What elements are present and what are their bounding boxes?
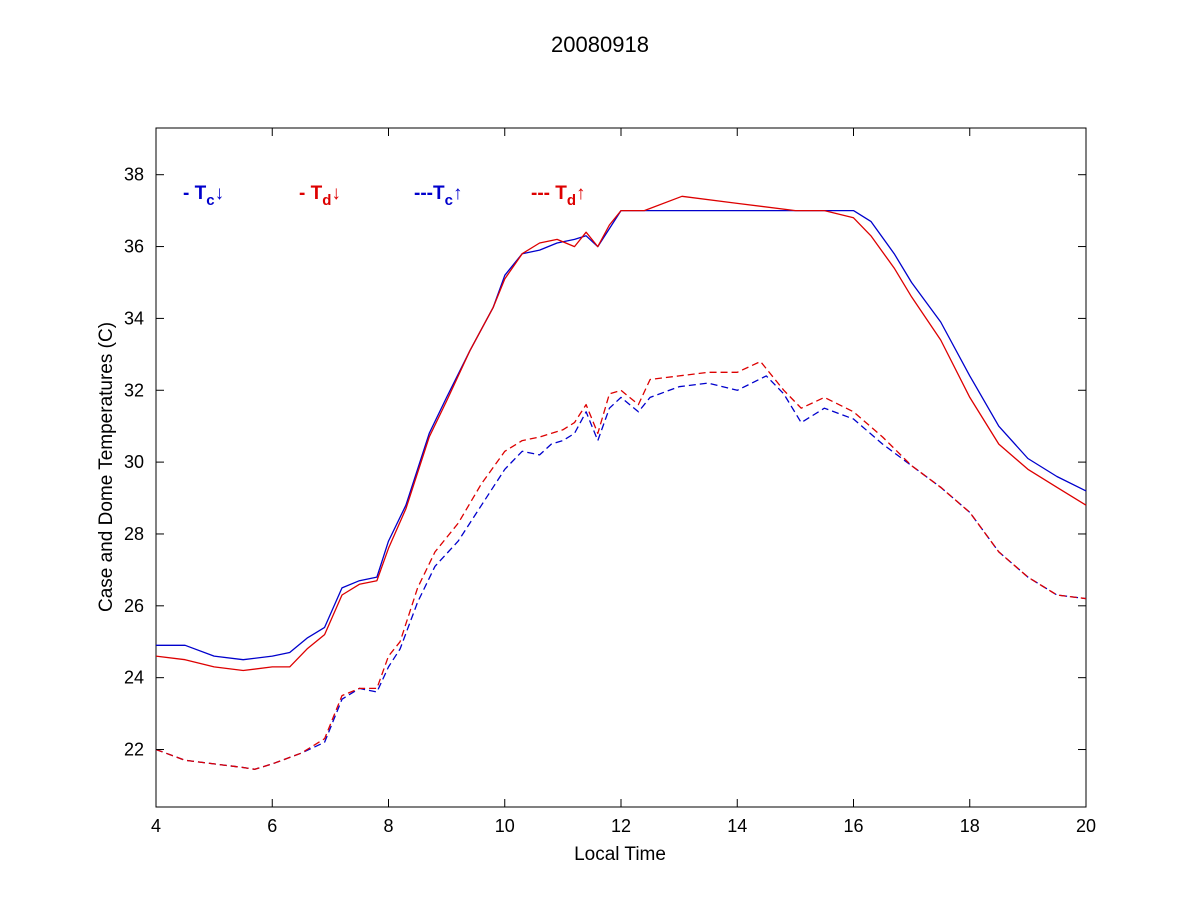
- series-line-tc_down: [156, 209, 1087, 661]
- y-tick-label: 22: [124, 740, 144, 760]
- y-tick-label: 30: [124, 452, 144, 472]
- y-tick-label: 32: [124, 380, 144, 400]
- plot-lines: [155, 195, 1087, 770]
- series-line-td_up: [155, 360, 1087, 770]
- y-tick-label: 24: [124, 668, 144, 688]
- series-line-tc_up: [155, 375, 1087, 770]
- y-tick-label: 34: [124, 308, 144, 328]
- y-axis-label: Case and Dome Temperatures (C): [96, 322, 117, 612]
- x-tick-label: 20: [1076, 816, 1096, 836]
- legend: - Tc↓ - Td↓ ---Tc↑ --- Td↑: [183, 183, 586, 209]
- x-tick-label: 12: [611, 816, 631, 836]
- legend-entry-tc_up: ---Tc↑: [414, 183, 462, 209]
- y-tick-label: 36: [124, 237, 144, 257]
- legend-entry-td_up: --- Td↑: [531, 183, 586, 209]
- legend-entry-tc_down: - Tc↓: [183, 183, 224, 209]
- x-tick-label: 4: [151, 816, 161, 836]
- y-tick-label: 28: [124, 524, 144, 544]
- y-tick-label: 26: [124, 596, 144, 616]
- x-tick-label: 10: [495, 816, 515, 836]
- x-axis-label: Local Time: [574, 844, 666, 865]
- x-tick-label: 6: [267, 816, 277, 836]
- series-line-td_down: [155, 195, 1087, 672]
- x-tick-label: 14: [727, 816, 747, 836]
- chart-title: 20080918: [551, 32, 649, 57]
- x-tick-label: 8: [383, 816, 393, 836]
- legend-entry-td_down: - Td↓: [299, 183, 341, 209]
- x-tick-label: 16: [843, 816, 863, 836]
- axis-ticks: 4 6 8 10 12 14 16 18 20 22 24 26 28 30 32 34 36 38: [124, 128, 1096, 836]
- x-tick-label: 18: [960, 816, 980, 836]
- y-tick-label: 38: [124, 165, 144, 185]
- plot-area: [155, 127, 1087, 808]
